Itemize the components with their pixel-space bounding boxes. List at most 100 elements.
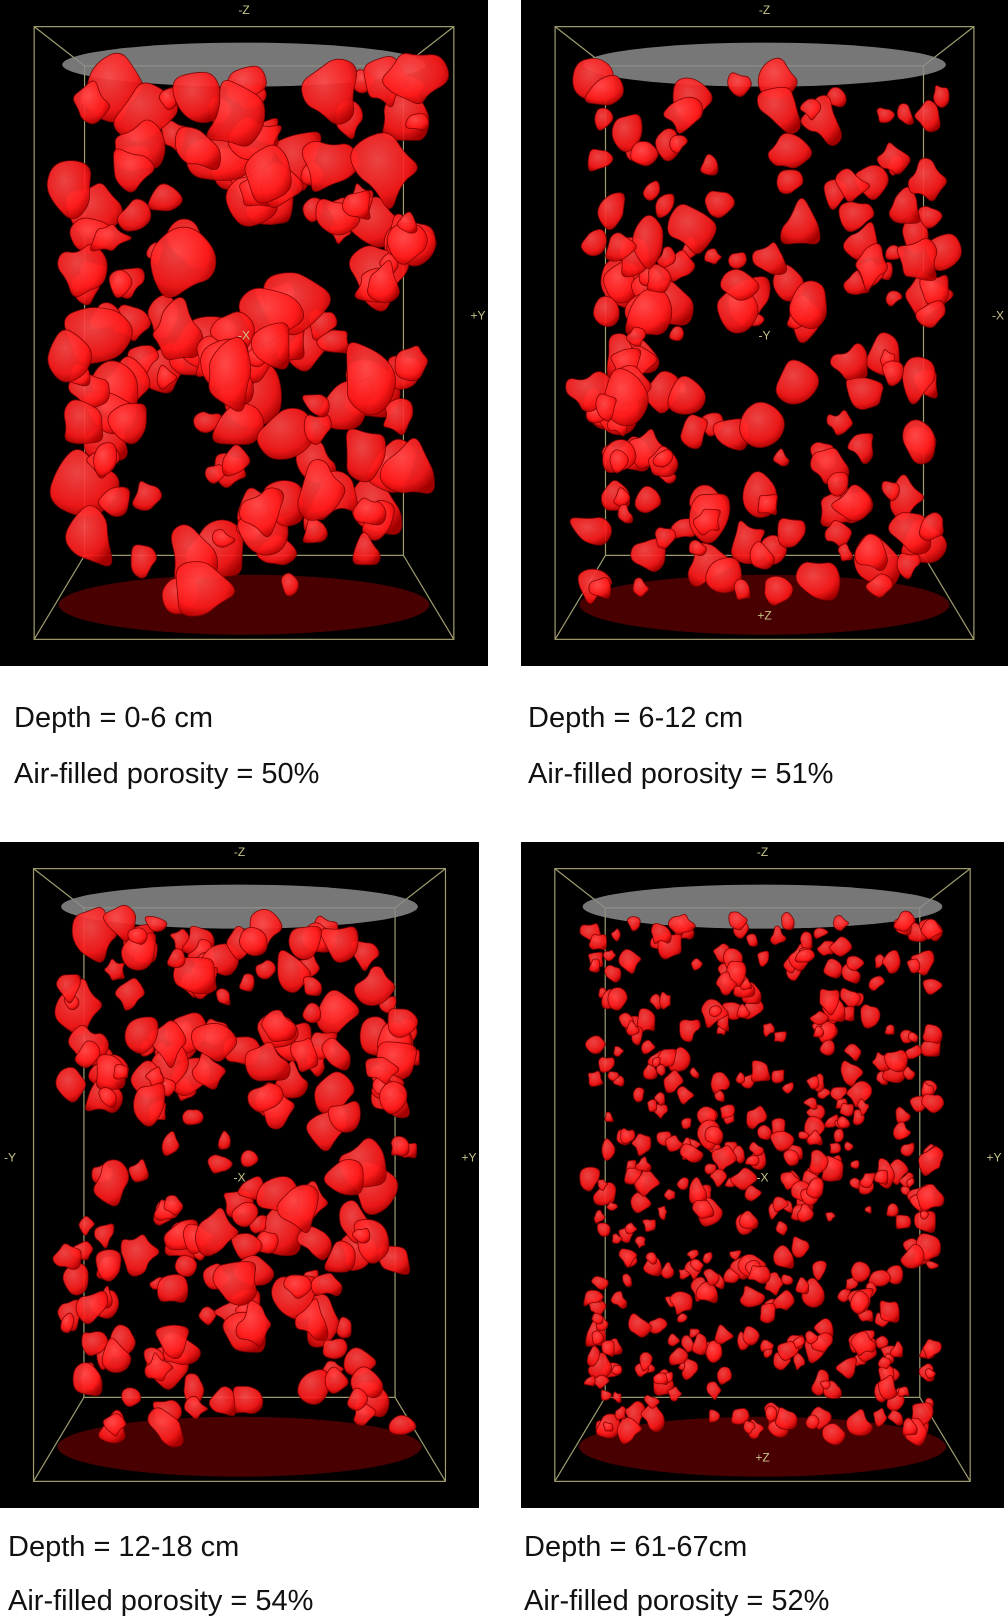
pore-network [52,904,421,1448]
pore-blob [645,1251,657,1265]
pore-blob [584,74,624,106]
pore-blob [868,975,885,992]
pore-blob [387,1008,419,1038]
pore-blob [657,1205,668,1221]
pore-blob [744,1185,762,1202]
pore-blob [353,965,396,1007]
pore-blob [212,1261,257,1306]
pore-blob [860,1004,881,1029]
pore-blob [195,1207,239,1257]
pore-blob [147,1407,184,1448]
pore-blob [806,1104,826,1123]
pore-blob [714,1324,734,1345]
pore-blob [588,958,601,973]
pore-blob [283,1274,312,1299]
pore-blob [276,1184,319,1234]
pore-blob [922,1023,943,1044]
pore-blob [593,1209,606,1224]
pore-blob [46,160,92,220]
pore-blob [805,1414,820,1430]
pore-render-3: -Z +Y -X -Y [4,845,477,1482]
pore-blob [652,449,674,468]
pore-blob [765,1405,778,1422]
pore-blob [261,1009,297,1043]
pore-blob [659,991,671,1010]
pore-blob [351,940,380,972]
pore-blob [772,448,790,467]
pore-blob [827,471,849,497]
pore-blob [887,1409,904,1426]
pore-blob [650,922,672,945]
pore-blob [727,72,752,98]
pore-blob [751,242,788,276]
pore-blob [739,1285,766,1308]
pore-blob [108,269,133,299]
pore-blob [676,1177,690,1191]
pore-blob [792,1336,806,1349]
pore-blob [639,1351,653,1372]
pore-render-4: -Z +Y -X +Z [554,845,1002,1482]
pore-blob [857,1098,870,1116]
pore-blob [95,1249,122,1282]
pore-blob [588,934,608,951]
pore-blob [294,1298,329,1341]
pore-blob [820,1380,831,1390]
pore-blob [864,1205,872,1214]
pore-blob [367,259,400,304]
pore-blob [830,1086,848,1103]
pore-blob [583,1375,596,1387]
pore-blob [789,280,828,329]
pore-blob [806,1129,823,1146]
pore-blob [829,1142,842,1154]
pore-blob [663,96,704,134]
pore-blob [902,1417,918,1436]
pore-blob [902,419,936,465]
pore-blob [933,85,950,108]
pore-blob [609,449,629,474]
pore-blob [749,541,775,570]
pore-blob [747,1265,771,1284]
pore-blob [913,1210,936,1233]
pore-blob [757,1124,772,1141]
porosity-label-1: Air-filled porosity = 50% [14,758,320,790]
pore-blob [902,1066,916,1081]
pore-blob [875,1335,889,1349]
pore-blob [646,263,672,294]
pore-blob [290,1038,319,1073]
pore-blob [920,918,943,940]
pore-blob [793,1352,806,1371]
pore-blob [379,1081,408,1115]
pore-blob [601,1138,616,1161]
pore-blob [152,297,204,361]
pore-blob [405,113,430,131]
pore-blob [618,1248,638,1268]
pore-blob [144,1352,173,1382]
pore-blob [626,1020,640,1036]
pore-blob [117,198,152,232]
pore-blob [809,1149,829,1175]
pore-blob [884,1024,895,1035]
pore-blob [806,1177,824,1199]
pore-blob [665,1134,684,1152]
pore-blob [744,1154,760,1167]
pore-blob [155,1324,190,1360]
pore-blob [708,1005,722,1018]
pore-blob [327,1100,361,1133]
pore-blob [781,1081,794,1094]
pore-blob [303,414,332,445]
pore-blob [676,1313,688,1323]
pore-blob [175,561,236,617]
pore-blob [172,71,222,124]
pore-blob [877,1356,892,1370]
pore-blob [769,1130,795,1152]
pore-blob [838,201,875,233]
pore-blob [876,142,911,175]
pore-blob [174,1255,198,1278]
pore-blob [612,1391,622,1404]
pore-blob [865,573,894,598]
pore-blob [78,1215,95,1236]
pore-blob [688,1177,708,1205]
pore-blob [602,1421,614,1432]
pore-blob [215,988,231,1006]
pore-blob [352,532,381,566]
